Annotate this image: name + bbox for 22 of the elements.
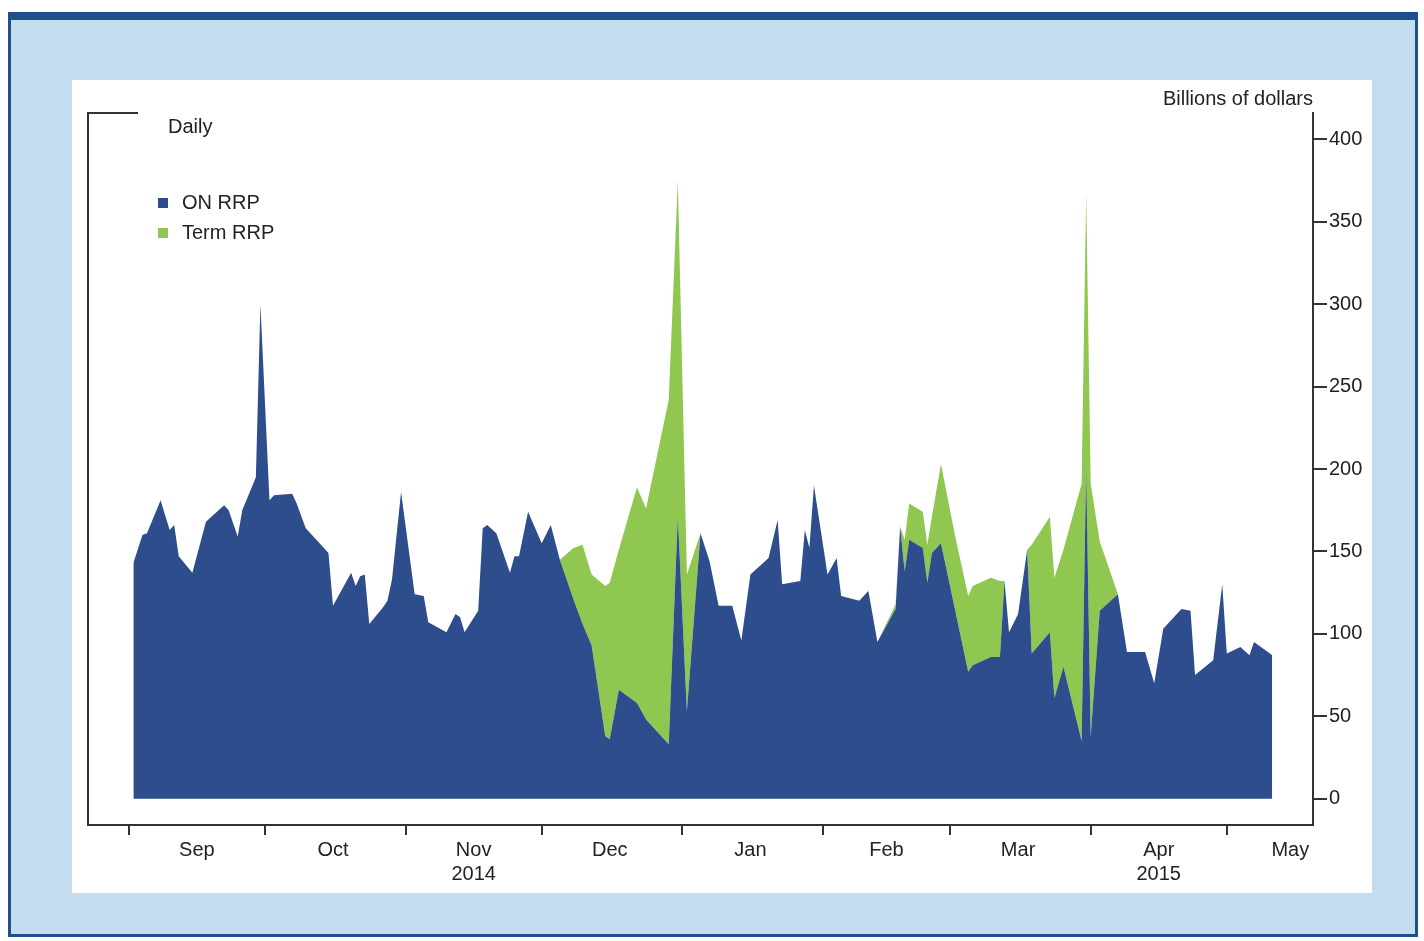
x-tick-label: Feb — [869, 837, 904, 860]
y-tick-label: 50 — [1329, 703, 1352, 726]
x-tick-label: Mar — [1000, 837, 1036, 860]
annotation: Daily — [168, 114, 213, 137]
y-tick-label: 100 — [1329, 621, 1363, 644]
y-tick-label: 250 — [1329, 374, 1363, 397]
x-tick-label: Dec — [591, 837, 628, 860]
y-tick-label: 350 — [1329, 209, 1363, 232]
x-tick-label: May — [1271, 837, 1310, 860]
y-tick-label: 200 — [1329, 456, 1363, 479]
legend-label: Term RRP — [182, 220, 275, 243]
y-tick-label: 150 — [1329, 538, 1363, 561]
y-tick-label: 0 — [1329, 786, 1341, 809]
y-tick-label: 400 — [1329, 126, 1363, 149]
legend-label: ON RRP — [182, 190, 260, 213]
x-tick-label: Oct — [317, 837, 349, 860]
x-tick-label: Apr 2015 — [1136, 837, 1181, 884]
y-tick-label: 300 — [1329, 291, 1363, 314]
x-tick-label: Jan — [734, 837, 767, 860]
y-axis-title: Billions of dollars — [1162, 86, 1313, 109]
x-tick-label: Sep — [179, 837, 215, 860]
x-tick-label: Nov 2014 — [451, 837, 496, 884]
